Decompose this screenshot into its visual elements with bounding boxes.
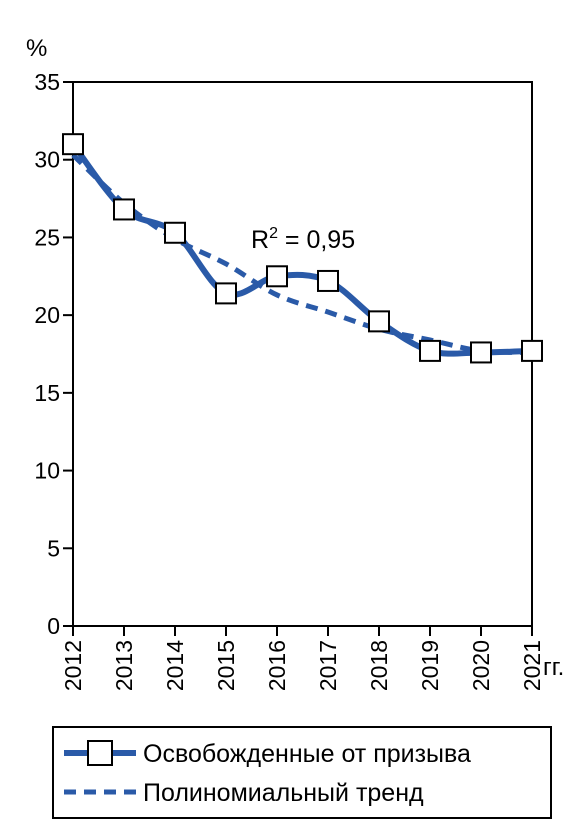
legend-series-label: Освобожденные от призыва (143, 740, 471, 768)
data-point-marker (419, 339, 441, 362)
x-tick-label: 2021 (519, 640, 545, 691)
x-tick-label: 2014 (162, 640, 188, 691)
y-tick-label: 35 (34, 69, 60, 95)
r-squared-sup: 2 (269, 225, 278, 242)
legend-series-marker (87, 740, 113, 766)
legend-trend-label: Полиномиальный тренд (143, 779, 424, 807)
data-point-marker (317, 269, 339, 292)
legend-box (52, 726, 552, 819)
data-point-marker (215, 282, 237, 305)
y-tick-label: 30 (34, 147, 60, 173)
y-tick-label: 5 (47, 535, 60, 561)
x-tick-label: 2015 (213, 640, 239, 691)
y-tick-label: 20 (34, 302, 60, 328)
data-point-marker (470, 341, 492, 364)
y-tick-label: 10 (34, 458, 60, 484)
y-axis-label: % (26, 35, 47, 62)
x-tick-label: 2019 (417, 640, 443, 691)
x-tick-label: 2016 (264, 640, 290, 691)
y-tick-label: 15 (34, 380, 60, 406)
r-squared-value: = 0,95 (278, 226, 355, 254)
data-point-marker (521, 339, 543, 362)
data-point-marker (368, 310, 390, 333)
r-squared-annotation: R2 = 0,95 (251, 225, 355, 254)
x-tick-label: 2017 (315, 640, 341, 691)
r-squared-base: R (251, 226, 269, 254)
x-tick-label: 2020 (468, 640, 494, 691)
y-tick-label: 25 (34, 224, 60, 250)
data-point-marker (62, 133, 84, 156)
x-tick-label: 2012 (60, 640, 86, 691)
data-point-marker (164, 221, 186, 244)
y-tick-label: 0 (47, 613, 60, 639)
x-tick-label: 2013 (111, 640, 137, 691)
x-tick-label: 2018 (366, 640, 392, 691)
data-point-marker (113, 198, 135, 221)
data-point-marker (266, 265, 288, 288)
x-axis-unit: гг. (543, 654, 564, 681)
series-line (70, 141, 535, 357)
